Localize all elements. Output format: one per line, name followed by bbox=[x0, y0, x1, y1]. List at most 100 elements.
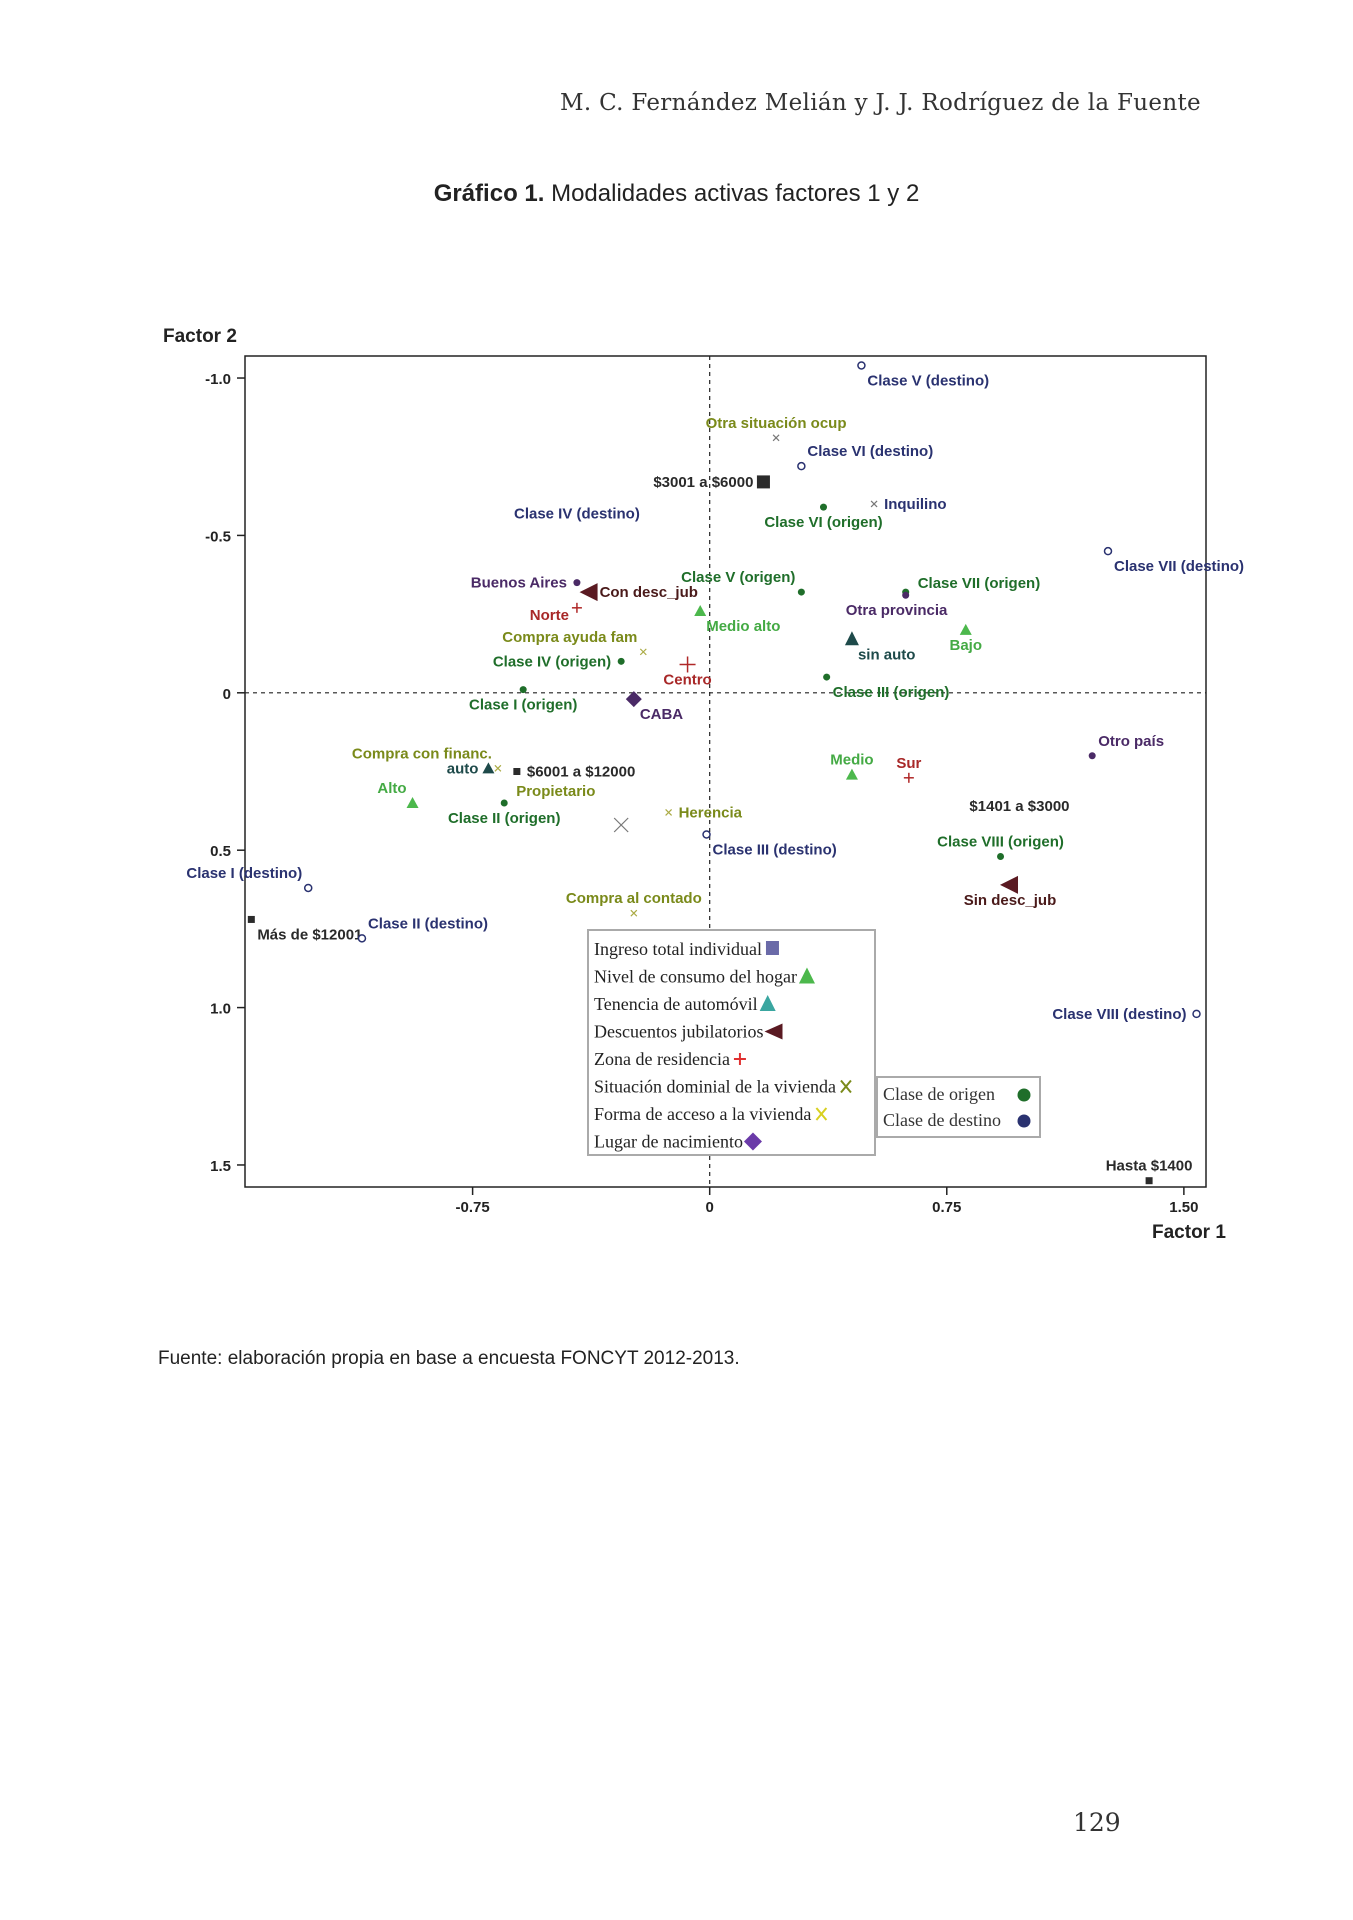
legend-entry: Descuentos jubilatorios bbox=[594, 1022, 783, 1042]
point-marker bbox=[357, 934, 367, 943]
point-label: Clase I (origen) bbox=[469, 697, 577, 714]
legend-entry: Ingreso total individual bbox=[594, 939, 779, 959]
legend-class-marker bbox=[1017, 1114, 1031, 1128]
data-point: Norte bbox=[530, 602, 582, 624]
point-label: Clase II (origen) bbox=[448, 810, 561, 827]
legend-label: Situación dominial de la vivienda bbox=[594, 1077, 836, 1097]
data-point: Sin desc_jub bbox=[964, 875, 1056, 909]
point-marker bbox=[823, 673, 831, 681]
point-marker bbox=[694, 604, 707, 616]
source-note: Fuente: elaboración propia en base a enc… bbox=[158, 1348, 740, 1369]
legend-class-box bbox=[876, 1076, 1041, 1138]
point-label: Otro país bbox=[1098, 733, 1164, 750]
point-marker bbox=[247, 915, 255, 923]
data-point: Compra al contado bbox=[566, 890, 702, 917]
point-label: Clase VII (destino) bbox=[1114, 558, 1244, 575]
data-point: Compra con financ. bbox=[352, 745, 502, 772]
legend-label: Ingreso total individual bbox=[594, 939, 762, 959]
data-point: Inquilino bbox=[870, 496, 947, 513]
point-label: Clase IV (destino) bbox=[514, 505, 640, 522]
figure-label: Gráfico 1. bbox=[433, 180, 545, 207]
point-label: Otra provincia bbox=[846, 602, 948, 619]
legend-class-marker bbox=[1017, 1088, 1031, 1102]
data-point: $3001 a $6000 bbox=[653, 474, 770, 491]
point-marker bbox=[756, 475, 770, 489]
point-marker bbox=[630, 909, 638, 917]
point-label: Medio alto bbox=[706, 618, 780, 635]
point-label: Inquilino bbox=[884, 496, 946, 513]
point-marker bbox=[772, 434, 780, 442]
point-label: Propietario bbox=[516, 783, 595, 800]
point-label: Clase V (destino) bbox=[867, 372, 989, 389]
point-marker bbox=[500, 799, 508, 807]
legend-marker bbox=[815, 1107, 828, 1121]
point-marker bbox=[665, 808, 673, 816]
data-point: Hasta $1400 bbox=[1106, 1158, 1192, 1185]
legend-entry: Forma de acceso a la vivienda bbox=[594, 1104, 828, 1124]
legend-marker bbox=[798, 967, 815, 984]
legend-label: Zona de residencia bbox=[594, 1049, 730, 1069]
point-marker bbox=[702, 830, 711, 839]
legend-label: Lugar de nacimiento bbox=[594, 1132, 743, 1152]
point-label: Clase III (origen) bbox=[833, 684, 950, 701]
y-tick-label: -0.5 bbox=[205, 528, 231, 545]
point-marker bbox=[513, 768, 521, 775]
point-marker bbox=[639, 648, 647, 656]
legend-class-label: Clase de origen bbox=[883, 1084, 995, 1104]
point-marker bbox=[1192, 1009, 1201, 1019]
point-marker bbox=[902, 591, 910, 599]
point-marker bbox=[819, 503, 827, 511]
point-label: Clase VIII (destino) bbox=[1052, 1006, 1186, 1023]
data-point: Propietario bbox=[516, 783, 595, 800]
point-label: auto bbox=[447, 760, 479, 777]
point-label: $6001 a $12000 bbox=[527, 764, 635, 781]
point-label: Clase VI (destino) bbox=[807, 443, 933, 460]
point-marker bbox=[797, 588, 805, 596]
page-number: 129 bbox=[1073, 1808, 1121, 1837]
point-label: Clase III (destino) bbox=[713, 841, 837, 858]
data-point: Medio bbox=[830, 752, 874, 780]
data-point: Clase V (destino) bbox=[857, 361, 989, 389]
data-point: Clase VI (destino) bbox=[797, 443, 933, 471]
legend-entry: Zona de residencia bbox=[594, 1049, 746, 1069]
data-point: Con desc_jub bbox=[579, 583, 698, 602]
point-marker bbox=[1000, 875, 1019, 894]
data-point: Clase II (origen) bbox=[448, 799, 561, 827]
point-marker bbox=[482, 762, 495, 774]
point-label: Clase VIII (origen) bbox=[937, 833, 1064, 850]
x-tick-label: 1.50 bbox=[1169, 1199, 1198, 1216]
point-marker bbox=[1088, 752, 1096, 760]
y-axis-label: Factor 2 bbox=[163, 326, 237, 347]
legend-entry: Situación dominial de la vivienda bbox=[594, 1077, 852, 1097]
point-marker bbox=[959, 623, 972, 635]
point-marker bbox=[797, 461, 806, 471]
point-label: Clase I (destino) bbox=[186, 865, 302, 882]
data-point: Otro país bbox=[1088, 733, 1164, 760]
data-point: Clase III (origen) bbox=[823, 673, 950, 701]
point-marker bbox=[997, 852, 1005, 860]
point-label: Clase V (origen) bbox=[681, 569, 795, 586]
data-point: Otra situación ocup bbox=[706, 415, 847, 442]
point-marker bbox=[1103, 546, 1113, 556]
figure-caption: Modalidades activas factores 1 y 2 bbox=[551, 180, 920, 207]
data-point: Buenos Aires bbox=[471, 575, 581, 592]
point-marker bbox=[303, 883, 313, 893]
y-tick-label: 0 bbox=[223, 686, 231, 703]
x-tick-label: 0 bbox=[706, 1199, 714, 1216]
data-point: Compra ayuda fam bbox=[502, 629, 647, 656]
data-point: Otra provincia bbox=[846, 591, 948, 619]
data-point bbox=[613, 817, 629, 833]
point-label: Con desc_jub bbox=[600, 584, 698, 601]
data-point: Clase IV (destino) bbox=[514, 505, 640, 522]
legend-label: Nivel de consumo del hogar bbox=[594, 967, 797, 987]
legend-marker bbox=[743, 1132, 762, 1151]
point-label: Bajo bbox=[949, 637, 982, 654]
point-label: Compra con financ. bbox=[352, 745, 492, 762]
point-label: $3001 a $6000 bbox=[653, 474, 753, 491]
point-label: Alto bbox=[377, 780, 406, 797]
point-marker bbox=[845, 768, 858, 780]
point-label: Herencia bbox=[679, 804, 743, 821]
y-tick-label: 1.5 bbox=[210, 1158, 231, 1175]
data-point: Clase VIII (origen) bbox=[937, 833, 1064, 860]
